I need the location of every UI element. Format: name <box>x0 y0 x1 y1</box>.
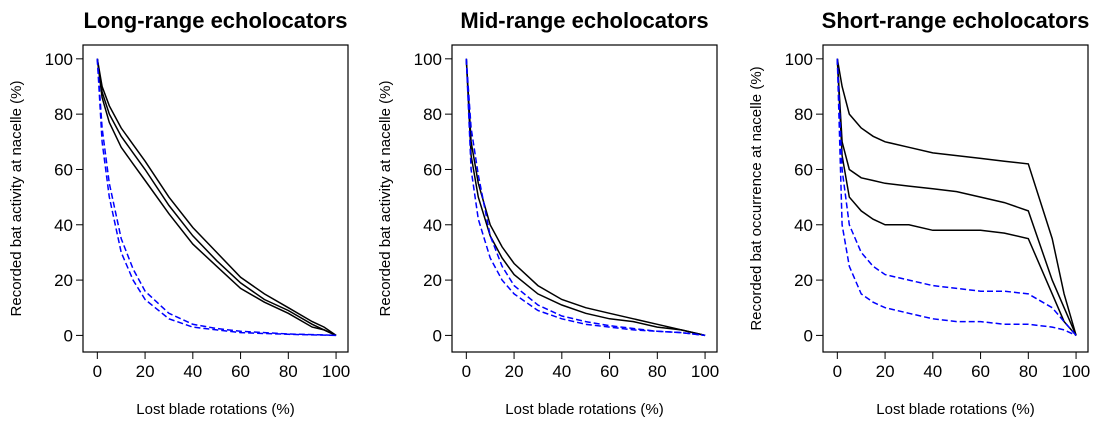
x-tick-label: 0 <box>462 362 471 381</box>
x-tick-label: 80 <box>648 362 667 381</box>
series-line <box>836 58 1077 336</box>
plot-frame <box>82 44 349 353</box>
plot-frame <box>451 44 718 353</box>
series-line <box>465 58 706 337</box>
chart-title: Long-range echolocators <box>83 8 347 33</box>
x-tick-label: 60 <box>971 362 990 381</box>
x-tick-label: 80 <box>279 362 298 381</box>
chart-title: Mid-range echolocators <box>460 8 708 33</box>
x-tick-label: 20 <box>876 362 895 381</box>
x-tick-label: 0 <box>833 362 842 381</box>
series-line <box>836 58 1077 336</box>
series-line <box>96 58 337 337</box>
series-line <box>96 58 337 337</box>
x-tick-label: 100 <box>1062 362 1090 381</box>
x-axis-label: Lost blade rotations (%) <box>136 401 294 418</box>
y-tick-label: 60 <box>54 160 73 179</box>
x-tick-label: 20 <box>505 362 524 381</box>
y-tick-label: 80 <box>794 105 813 124</box>
x-tick-label: 40 <box>923 362 942 381</box>
x-tick-label: 100 <box>322 362 350 381</box>
series-line <box>96 58 337 337</box>
x-axis-label: Lost blade rotations (%) <box>876 401 1034 418</box>
x-tick-label: 60 <box>600 362 619 381</box>
y-tick-label: 20 <box>54 271 73 290</box>
series-line <box>96 58 337 337</box>
series-line <box>96 58 337 337</box>
y-tick-label: 20 <box>794 271 813 290</box>
series-line <box>836 58 1077 336</box>
x-tick-label: 40 <box>183 362 202 381</box>
y-tick-label: 0 <box>64 326 73 345</box>
y-tick-label: 0 <box>804 326 813 345</box>
series-line <box>836 58 1077 337</box>
y-tick-label: 100 <box>785 50 813 69</box>
y-axis-label: Recorded bat occurrence at nacelle (%) <box>748 66 765 330</box>
y-tick-label: 60 <box>423 160 442 179</box>
x-tick-label: 40 <box>552 362 571 381</box>
series-line <box>465 58 706 337</box>
series-line <box>465 58 706 337</box>
x-axis-label: Lost blade rotations (%) <box>505 401 663 418</box>
x-tick-label: 60 <box>231 362 250 381</box>
x-tick-label: 20 <box>136 362 155 381</box>
y-tick-label: 100 <box>414 50 442 69</box>
y-tick-label: 0 <box>433 326 442 345</box>
y-tick-label: 40 <box>794 216 813 235</box>
y-axis-label: Recorded bat activity at nacelle (%) <box>377 81 394 317</box>
x-tick-label: 0 <box>93 362 102 381</box>
x-tick-label: 100 <box>691 362 719 381</box>
y-tick-label: 40 <box>423 216 442 235</box>
plot-frame <box>822 44 1089 353</box>
y-tick-label: 20 <box>423 271 442 290</box>
y-tick-label: 100 <box>45 50 73 69</box>
chart-title: Short-range echolocators <box>822 8 1090 33</box>
y-tick-label: 80 <box>54 105 73 124</box>
series-line <box>465 58 706 337</box>
y-tick-label: 80 <box>423 105 442 124</box>
series-line <box>836 58 1077 336</box>
y-tick-label: 40 <box>54 216 73 235</box>
y-axis-label: Recorded bat activity at nacelle (%) <box>8 81 25 317</box>
y-tick-label: 60 <box>794 160 813 179</box>
x-tick-label: 80 <box>1019 362 1038 381</box>
